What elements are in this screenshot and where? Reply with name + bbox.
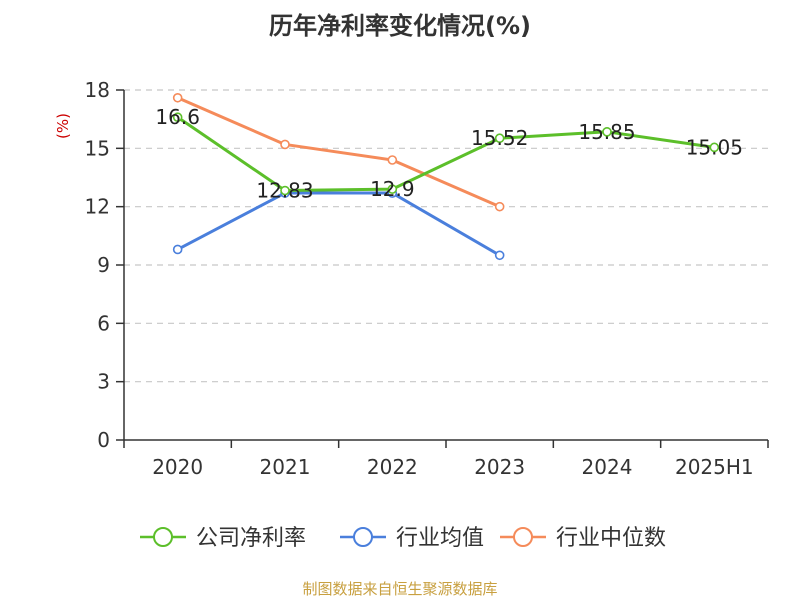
data-point bbox=[172, 244, 183, 255]
y-tick-label: 0 bbox=[97, 428, 110, 452]
data-point bbox=[494, 250, 505, 261]
y-axis-label: (%) bbox=[54, 113, 72, 139]
series-line bbox=[176, 96, 502, 209]
legend: 公司净利率 行业均值 行业中位数 bbox=[140, 526, 666, 551]
data-point bbox=[494, 133, 505, 144]
x-tick-label: 2023 bbox=[474, 455, 525, 479]
data-labels: 16.6 12.83 12.9 15.52 15.85 15.05 bbox=[155, 105, 743, 202]
x-tick-label: 2025H1 bbox=[675, 455, 754, 479]
data-label: 16.6 bbox=[155, 105, 200, 129]
data-point bbox=[280, 139, 290, 150]
data-point bbox=[280, 185, 290, 196]
x-tick-label: 2022 bbox=[367, 455, 418, 479]
source-note: 制图数据来自恒生聚源数据库 bbox=[302, 580, 497, 598]
y-tick-label: 12 bbox=[85, 195, 110, 219]
axes: 0 3 6 9 12 15 18 2020 2021 2022 2023 2024 2025H1 bbox=[85, 78, 769, 479]
x-tick-label: 2024 bbox=[582, 455, 633, 479]
data-label: 12.9 bbox=[370, 177, 415, 201]
data-point bbox=[494, 201, 505, 212]
legend-marker bbox=[513, 527, 533, 547]
legend-item: 公司净利率 bbox=[140, 526, 306, 551]
data-label: 15.85 bbox=[578, 120, 635, 144]
data-label: 12.83 bbox=[256, 179, 313, 203]
data-label: 15.52 bbox=[471, 126, 528, 150]
y-tick-label: 18 bbox=[85, 78, 110, 102]
chart-title: 历年净利率变化情况(%) bbox=[269, 12, 531, 40]
legend-item: 行业均值 bbox=[340, 526, 484, 551]
series-group bbox=[172, 92, 720, 261]
y-tick-label: 3 bbox=[97, 370, 110, 394]
x-tick-label: 2021 bbox=[260, 455, 311, 479]
y-tick-label: 15 bbox=[85, 136, 110, 160]
y-tick-label: 9 bbox=[97, 253, 110, 277]
legend-item: 行业中位数 bbox=[500, 526, 666, 551]
data-point bbox=[172, 92, 183, 103]
legend-label: 公司净利率 bbox=[196, 526, 306, 551]
legend-label: 行业中位数 bbox=[556, 526, 666, 551]
data-point bbox=[387, 155, 398, 165]
data-point bbox=[602, 127, 612, 137]
data-point bbox=[172, 112, 183, 123]
data-point bbox=[387, 184, 398, 194]
y-tick-label: 6 bbox=[97, 311, 110, 335]
legend-label: 行业均值 bbox=[396, 526, 484, 551]
data-label: 15.05 bbox=[686, 135, 743, 159]
legend-marker bbox=[153, 527, 173, 547]
series-line bbox=[176, 191, 502, 257]
gridlines bbox=[124, 89, 768, 383]
legend-marker bbox=[353, 527, 373, 547]
x-tick-label: 2020 bbox=[152, 455, 203, 479]
series-line bbox=[176, 115, 716, 193]
data-point bbox=[709, 142, 720, 153]
